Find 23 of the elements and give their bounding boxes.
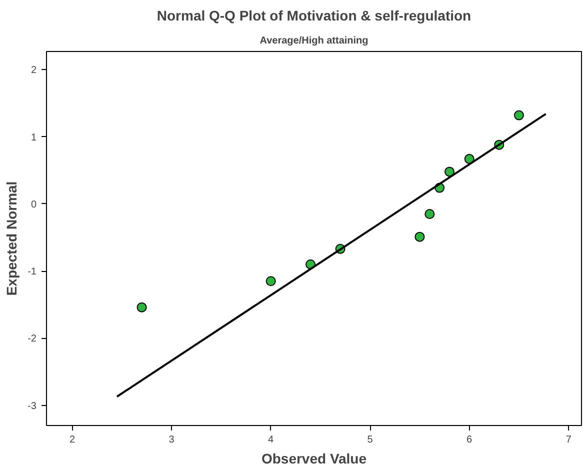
x-tick-label: 7 bbox=[566, 434, 572, 446]
point bbox=[136, 302, 147, 312]
y-tick-label: -2 bbox=[28, 334, 37, 345]
x-tick-label: 2 bbox=[70, 434, 76, 446]
y-tick-label: 1 bbox=[30, 132, 37, 144]
chart-subtitle: Average/High attaining bbox=[260, 36, 368, 46]
point bbox=[266, 276, 276, 286]
chart-title: Normal Q-Q Plot of Motivation & self-regulation bbox=[156, 8, 472, 24]
x-axis-title: Observed Value bbox=[261, 450, 367, 466]
point bbox=[464, 154, 474, 164]
point bbox=[444, 166, 454, 177]
y-tick-label: 2 bbox=[30, 65, 37, 76]
y-tick-label: -3 bbox=[28, 400, 37, 412]
x-tick-label: 3 bbox=[168, 434, 175, 446]
x-tick-label: 5 bbox=[367, 434, 374, 446]
y-axis-title: Expected Normal bbox=[4, 181, 20, 296]
point bbox=[414, 232, 425, 242]
y-tick-label: 0 bbox=[30, 199, 37, 210]
point bbox=[514, 110, 524, 120]
point bbox=[424, 209, 435, 219]
y-tick-label: -1 bbox=[28, 266, 37, 278]
x-tick-label: 6 bbox=[466, 434, 473, 446]
x-tick-label: 4 bbox=[268, 434, 274, 446]
